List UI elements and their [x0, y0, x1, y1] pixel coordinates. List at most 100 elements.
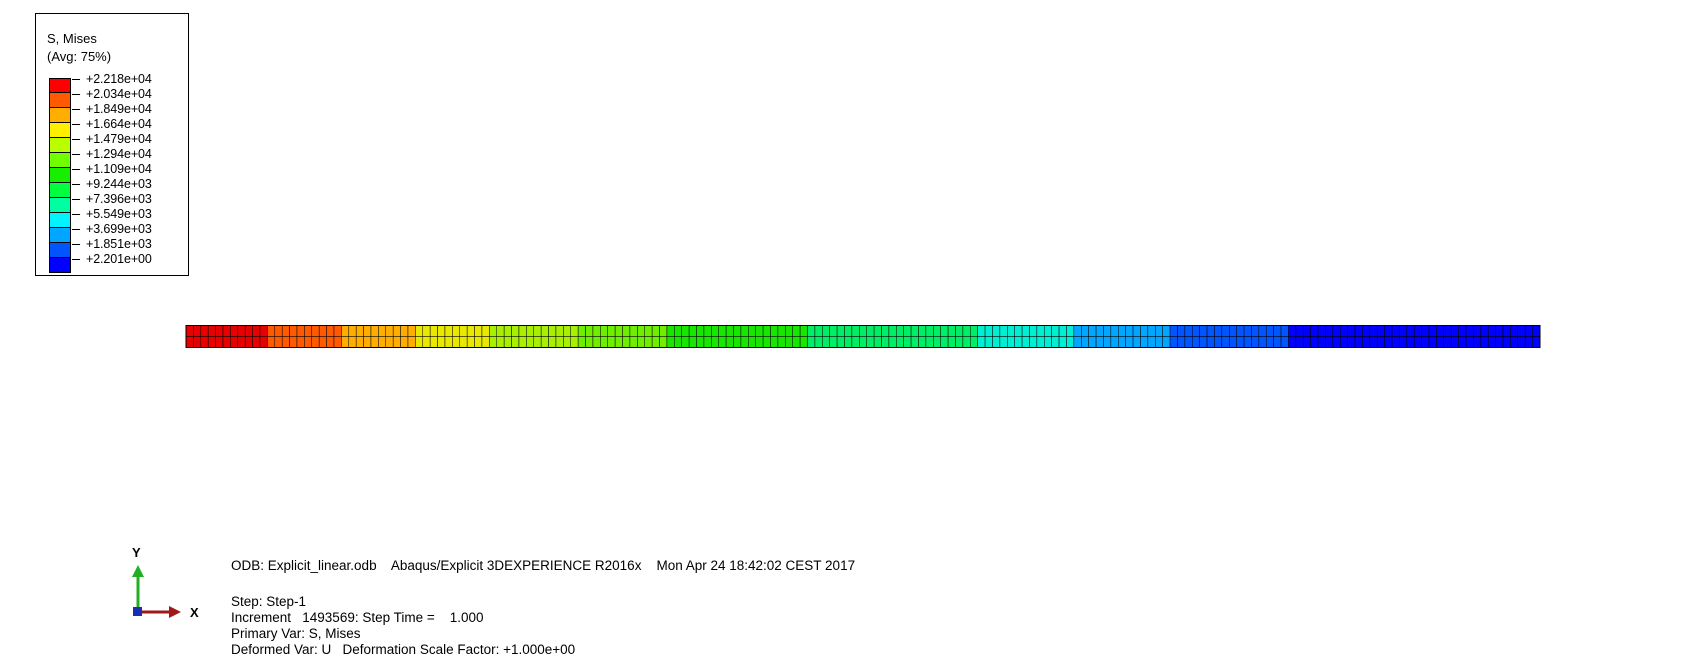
mesh-element[interactable] — [770, 336, 779, 348]
mesh-element[interactable] — [829, 336, 838, 348]
mesh-element[interactable] — [392, 325, 401, 337]
mesh-element[interactable] — [577, 325, 586, 337]
mesh-element[interactable] — [1399, 336, 1408, 348]
mesh-element[interactable] — [444, 325, 453, 337]
mesh-element[interactable] — [563, 325, 571, 337]
mesh-element[interactable] — [844, 325, 853, 337]
mesh-element[interactable] — [822, 325, 830, 337]
mesh-element[interactable] — [1177, 325, 1186, 337]
mesh-element[interactable] — [888, 325, 897, 337]
mesh-element[interactable] — [799, 336, 808, 348]
mesh-element[interactable] — [370, 325, 379, 337]
mesh-element[interactable] — [1229, 336, 1237, 348]
mesh-element[interactable] — [992, 325, 1001, 337]
mesh-element[interactable] — [385, 336, 394, 348]
mesh-element[interactable] — [1295, 336, 1304, 348]
mesh-element[interactable] — [1369, 325, 1378, 337]
mesh-element[interactable] — [1051, 325, 1060, 337]
mesh-element[interactable] — [999, 325, 1008, 337]
mesh-element[interactable] — [718, 336, 727, 348]
mesh-element[interactable] — [548, 336, 557, 348]
mesh-element[interactable] — [1192, 325, 1200, 337]
mesh-element[interactable] — [1384, 336, 1393, 348]
mesh-element[interactable] — [452, 325, 461, 337]
mesh-element[interactable] — [1487, 336, 1496, 348]
mesh-element[interactable] — [378, 336, 387, 348]
mesh-element[interactable] — [1428, 336, 1437, 348]
mesh-element[interactable] — [962, 336, 971, 348]
mesh-element[interactable] — [1236, 325, 1245, 337]
mesh-element[interactable] — [1132, 336, 1141, 348]
mesh-element[interactable] — [659, 325, 668, 337]
mesh-element[interactable] — [1014, 336, 1023, 348]
beam-mesh-contour[interactable] — [185, 325, 1541, 348]
mesh-element[interactable] — [193, 325, 202, 337]
mesh-element[interactable] — [1302, 325, 1311, 337]
mesh-element[interactable] — [274, 336, 283, 348]
mesh-element[interactable] — [185, 325, 194, 337]
mesh-element[interactable] — [1376, 325, 1385, 337]
mesh-element[interactable] — [518, 336, 527, 348]
mesh-element[interactable] — [1473, 336, 1482, 348]
mesh-element[interactable] — [688, 325, 697, 337]
mesh-element[interactable] — [489, 325, 498, 337]
mesh-element[interactable] — [1251, 325, 1260, 337]
mesh-element[interactable] — [785, 325, 793, 337]
mesh-element[interactable] — [1206, 336, 1215, 348]
mesh-element[interactable] — [1480, 325, 1489, 337]
mesh-element[interactable] — [1362, 336, 1371, 348]
mesh-element[interactable] — [1406, 325, 1415, 337]
mesh-element[interactable] — [1007, 325, 1015, 337]
mesh-element[interactable] — [1428, 325, 1437, 337]
mesh-element[interactable] — [592, 325, 601, 337]
mesh-element[interactable] — [1280, 325, 1289, 337]
mesh-element[interactable] — [200, 336, 209, 348]
mesh-element[interactable] — [518, 325, 527, 337]
mesh-element[interactable] — [1310, 336, 1319, 348]
mesh-element[interactable] — [1421, 336, 1430, 348]
mesh-element[interactable] — [896, 336, 904, 348]
mesh-element[interactable] — [977, 336, 986, 348]
mesh-element[interactable] — [770, 325, 779, 337]
mesh-element[interactable] — [1199, 336, 1208, 348]
mesh-element[interactable] — [1443, 336, 1452, 348]
mesh-element[interactable] — [230, 336, 239, 348]
mesh-element[interactable] — [370, 336, 379, 348]
mesh-element[interactable] — [792, 336, 801, 348]
mesh-element[interactable] — [1339, 325, 1348, 337]
mesh-element[interactable] — [644, 325, 653, 337]
mesh-element[interactable] — [859, 325, 867, 337]
mesh-element[interactable] — [1236, 336, 1245, 348]
mesh-element[interactable] — [962, 325, 971, 337]
mesh-element[interactable] — [1147, 325, 1156, 337]
mesh-element[interactable] — [1391, 336, 1400, 348]
mesh-element[interactable] — [407, 336, 416, 348]
mesh-element[interactable] — [207, 325, 216, 337]
mesh-element[interactable] — [304, 325, 313, 337]
mesh-element[interactable] — [1155, 325, 1163, 337]
mesh-element[interactable] — [252, 325, 261, 337]
mesh-element[interactable] — [459, 336, 468, 348]
mesh-element[interactable] — [1421, 325, 1430, 337]
mesh-element[interactable] — [1132, 325, 1141, 337]
mesh-element[interactable] — [1214, 336, 1223, 348]
mesh-element[interactable] — [807, 325, 816, 337]
mesh-element[interactable] — [940, 336, 949, 348]
mesh-element[interactable] — [903, 325, 912, 337]
mesh-element[interactable] — [267, 336, 276, 348]
mesh-element[interactable] — [333, 325, 342, 337]
mesh-element[interactable] — [970, 325, 978, 337]
mesh-element[interactable] — [762, 336, 771, 348]
mesh-element[interactable] — [674, 336, 682, 348]
mesh-element[interactable] — [296, 325, 305, 337]
mesh-element[interactable] — [422, 325, 431, 337]
mesh-element[interactable] — [1221, 325, 1230, 337]
mesh-element[interactable] — [503, 336, 512, 348]
mesh-element[interactable] — [733, 336, 742, 348]
mesh-element[interactable] — [910, 336, 919, 348]
mesh-element[interactable] — [777, 336, 786, 348]
mesh-element[interactable] — [415, 325, 424, 337]
mesh-element[interactable] — [947, 325, 956, 337]
mesh-element[interactable] — [1310, 325, 1319, 337]
mesh-element[interactable] — [1258, 325, 1267, 337]
